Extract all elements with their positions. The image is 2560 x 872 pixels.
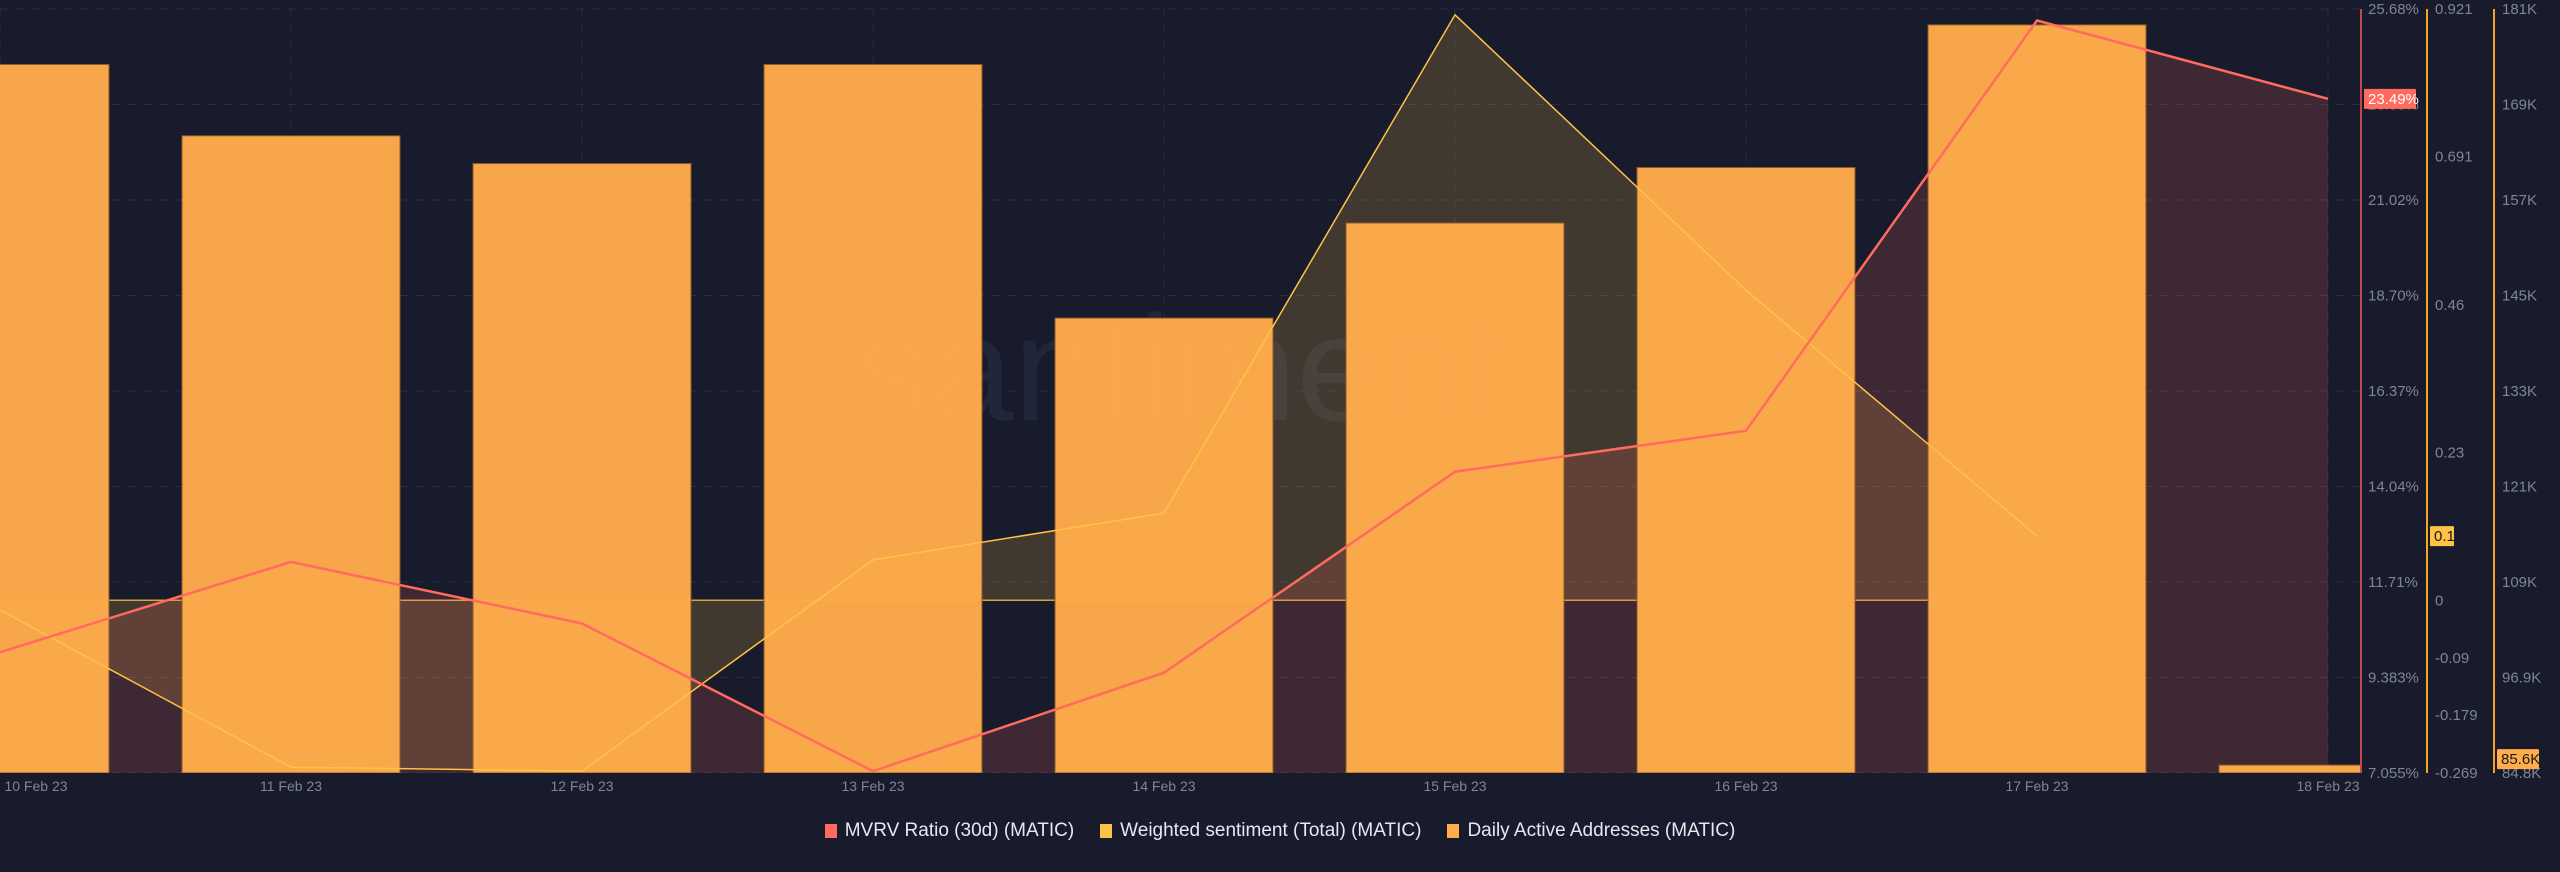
sentiment-line[interactable]	[0, 13, 2038, 772]
daa-tick-label: 109K	[2502, 574, 2537, 591]
daa-tick-label: 133K	[2502, 383, 2537, 400]
daa-tick-label: 121K	[2502, 479, 2537, 496]
daa-tick-label: 157K	[2502, 192, 2537, 209]
daa-tick-label: 181K	[2502, 1, 2537, 18]
daa-bar[interactable]	[181, 135, 401, 773]
daa-bar[interactable]	[2218, 764, 2437, 773]
daa-tick-label: 84.8K	[2502, 765, 2541, 782]
x-axis-label: 14 Feb 23	[1132, 778, 1195, 794]
mvrv-current-badge-label: 23.49%	[2368, 91, 2419, 108]
x-axis-label: 13 Feb 23	[841, 778, 904, 794]
sentiment-tick-label: -0.269	[2435, 765, 2478, 782]
mvrv-tick-label: 9.383%	[2368, 670, 2419, 687]
daa-current-badge-label: 85.6K	[2501, 751, 2540, 768]
x-axis-label: 17 Feb 23	[2005, 778, 2068, 794]
daa-bar[interactable]	[1345, 222, 1565, 773]
x-axis-label: 10 Feb 23	[4, 778, 67, 794]
daa-bar[interactable]	[1054, 317, 1274, 773]
sentiment-tick-label: 0.921	[2435, 1, 2473, 18]
sentiment-current-badge-label: 0.1	[2434, 528, 2455, 545]
daa-current-badge	[2497, 749, 2539, 770]
daa-bar[interactable]	[1927, 24, 2147, 773]
daa-tick-label: 96.9K	[2502, 670, 2541, 687]
daa-tick-label: 169K	[2502, 97, 2537, 114]
sentiment-tick-label: 0.691	[2435, 149, 2473, 166]
mvrv-line[interactable]	[0, 19, 2329, 773]
daa-bar[interactable]	[763, 63, 983, 773]
sentiment-tick-label: -0.09	[2435, 650, 2469, 667]
daa-bar[interactable]	[472, 163, 692, 773]
x-axis-label: 16 Feb 23	[1714, 778, 1777, 794]
legend-label-sentiment: Weighted sentiment (Total) (MATIC)	[1120, 820, 1422, 841]
legend-label-daa: Daily Active Addresses (MATIC)	[1467, 820, 1736, 841]
legend-item-sentiment[interactable]: Weighted sentiment (Total) (MATIC)	[1100, 820, 1421, 842]
legend-swatch-sentiment-icon	[1100, 824, 1113, 838]
legend-swatch-daa-icon	[1447, 824, 1460, 838]
sentiment-tick-label: 0.23	[2435, 445, 2464, 462]
mvrv-tick-label: 14.04%	[2368, 479, 2419, 496]
daa-bar[interactable]	[1636, 167, 1856, 773]
mvrv-tick-label: 16.37%	[2368, 383, 2419, 400]
sentiment-current-badge	[2430, 526, 2454, 547]
sentiment-tick-label: -0.179	[2435, 707, 2478, 724]
legend-item-mvrv[interactable]: MVRV Ratio (30d) (MATIC)	[824, 820, 1075, 842]
sentiment-tick-label: 0.46	[2435, 297, 2464, 314]
legend-label-mvrv: MVRV Ratio (30d) (MATIC)	[844, 820, 1075, 841]
x-axis-label: 12 Feb 23	[550, 778, 613, 794]
legend-item-daa[interactable]: Daily Active Addresses (MATIC)	[1447, 820, 1735, 842]
mvrv-tick-label: 25.68%	[2368, 1, 2419, 18]
legend-swatch-mvrv-icon	[824, 824, 837, 838]
x-axis-label: 11 Feb 23	[260, 778, 322, 794]
x-axis-label: 18 Feb 23	[2296, 778, 2359, 794]
daa-tick-label: 145K	[2502, 288, 2537, 305]
mvrv-tick-label: 21.02%	[2368, 192, 2419, 209]
sentiment-tick-label: 0	[2435, 592, 2443, 609]
mvrv-tick-label: 7.055%	[2368, 765, 2419, 782]
mvrv-tick-label: 11.71%	[2368, 574, 2418, 591]
plot-area: santiment	[0, 8, 2437, 773]
x-axis-label: 15 Feb 23	[1423, 778, 1486, 794]
chart-legend: MVRV Ratio (30d) (MATIC) Weighted sentim…	[0, 820, 2560, 842]
mvrv-current-badge	[2364, 88, 2416, 109]
daa-bar[interactable]	[0, 63, 110, 773]
mvrv-tick-label: 18.70%	[2368, 288, 2419, 305]
